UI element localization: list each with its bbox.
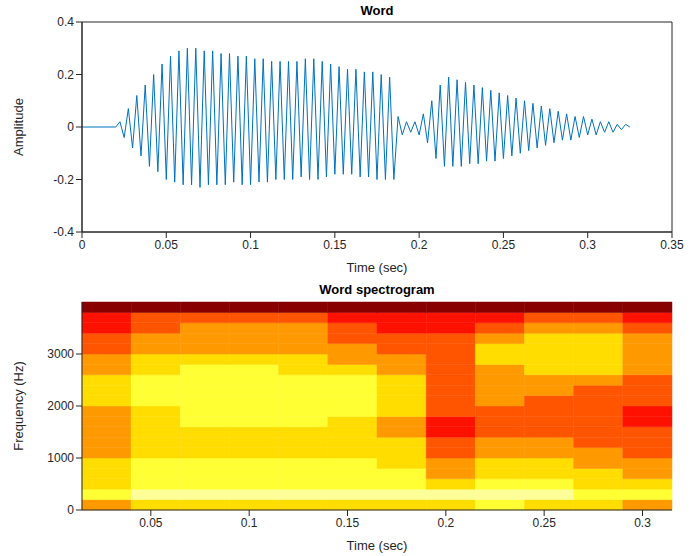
svg-text:0: 0 <box>67 120 74 134</box>
svg-text:3000: 3000 <box>47 347 74 361</box>
svg-text:0.3: 0.3 <box>634 516 651 530</box>
svg-text:-0.2: -0.2 <box>53 173 74 187</box>
svg-text:0.05: 0.05 <box>155 238 179 252</box>
svg-text:0.3: 0.3 <box>579 238 596 252</box>
svg-text:Amplitude: Amplitude <box>11 98 26 156</box>
svg-text:-0.4: -0.4 <box>53 225 74 239</box>
svg-text:0.15: 0.15 <box>336 516 360 530</box>
svg-text:Frequency (Hz): Frequency (Hz) <box>11 361 26 451</box>
svg-text:0.15: 0.15 <box>323 238 347 252</box>
svg-text:1000: 1000 <box>47 451 74 465</box>
svg-text:0: 0 <box>79 238 86 252</box>
svg-text:0.2: 0.2 <box>411 238 428 252</box>
svg-text:2000: 2000 <box>47 399 74 413</box>
svg-text:0.4: 0.4 <box>57 15 74 29</box>
svg-text:0.35: 0.35 <box>660 238 684 252</box>
svg-text:0.25: 0.25 <box>492 238 516 252</box>
svg-text:0.1: 0.1 <box>242 238 259 252</box>
svg-text:0.25: 0.25 <box>532 516 556 530</box>
svg-text:0.2: 0.2 <box>57 68 74 82</box>
svg-text:0: 0 <box>67 503 74 517</box>
svg-text:0.05: 0.05 <box>139 516 163 530</box>
html-text:Word spectrogram: Word spectrogram <box>319 282 435 297</box>
html-text:Word: Word <box>360 3 394 18</box>
svg-text:Time (sec): Time (sec) <box>347 260 408 275</box>
svg-text:0.2: 0.2 <box>437 516 454 530</box>
svg-text:0.1: 0.1 <box>241 516 258 530</box>
svg-text:Time (sec): Time (sec) <box>347 538 408 553</box>
